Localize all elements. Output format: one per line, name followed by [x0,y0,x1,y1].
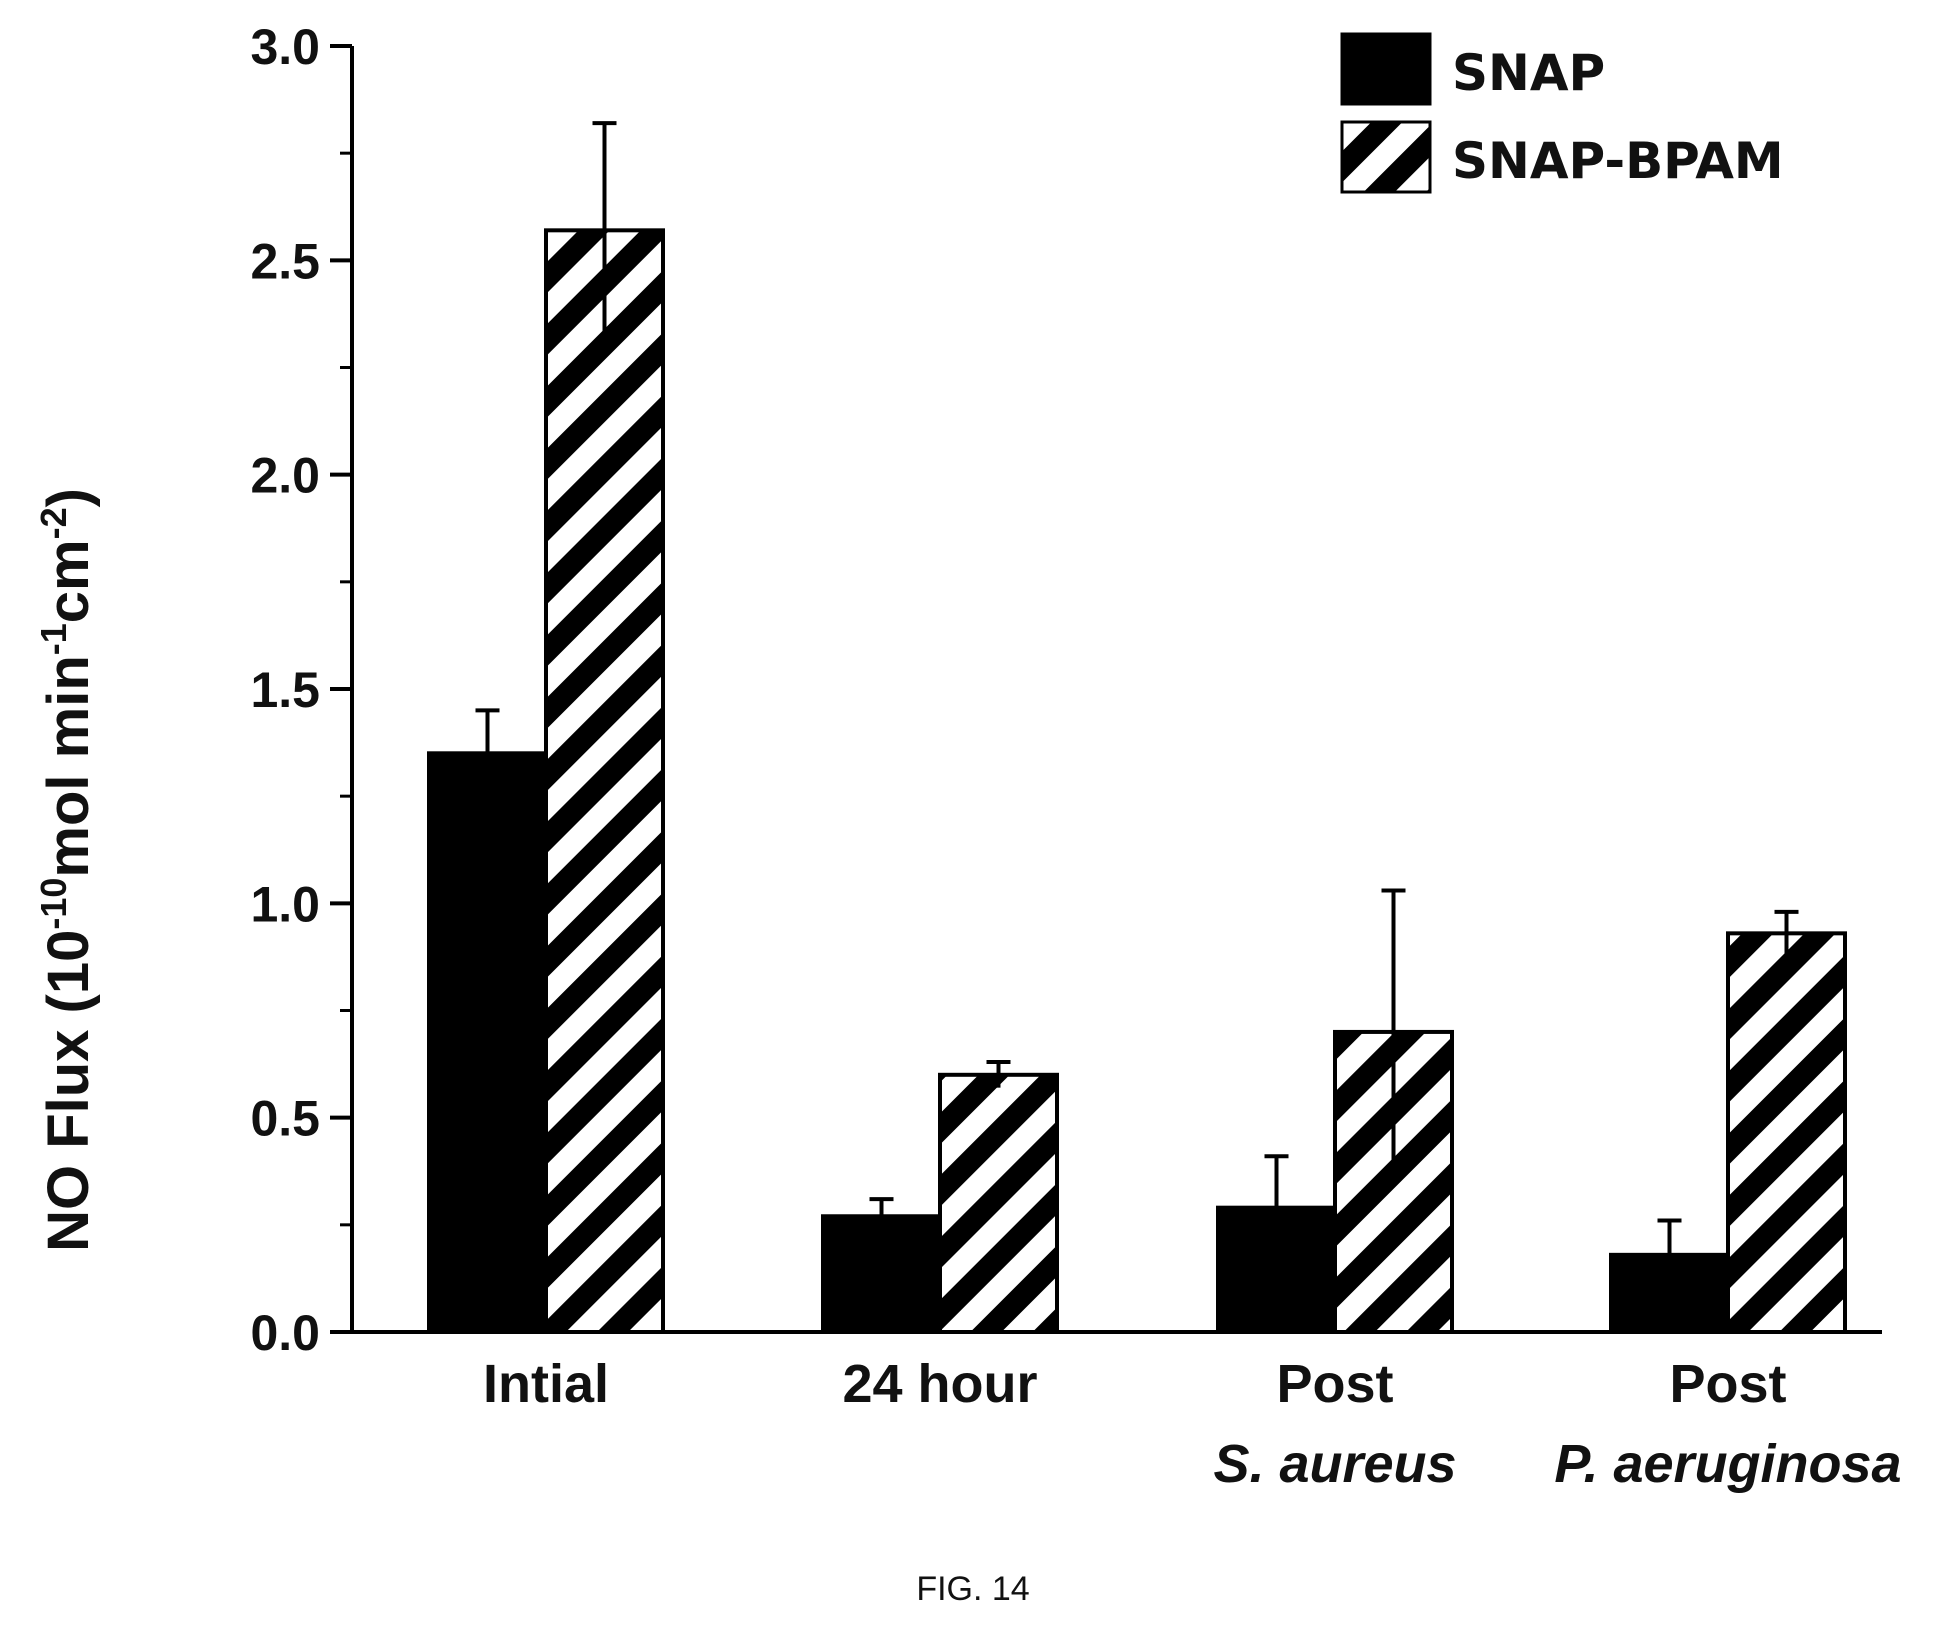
legend-label-snap: SNAP [1452,44,1605,102]
x-category-sublabel: P. aeruginosa [1554,1434,1901,1494]
x-labels-group: Intial 24 hour Post S. aureus Post P. aerugin… [483,1354,1902,1494]
figure-caption: FIG. 14 [916,1570,1029,1608]
y-tick-label: 2.5 [250,233,320,289]
y-tick-label: 0.5 [250,1091,320,1147]
x-category-label: 24 hour [842,1354,1037,1414]
legend-swatch-snap-bpam [1340,120,1432,194]
y-tick-label: 0.0 [250,1305,320,1361]
error-bars-group [475,121,1799,1290]
legend-swatch-snap [1340,32,1432,106]
legend: SNAP SNAP-BPAM [1340,32,1784,194]
y-tick-label: 2.0 [250,448,320,504]
x-category-label: Intial [483,1354,609,1414]
y-tick-label: 1.0 [250,876,320,932]
y-axis-title: NO Flux (10-10mol min-1cm-2) [33,488,101,1252]
bar-snap-bpam-3 [1726,931,1847,1335]
bar-snap-bpam-1 [938,1072,1059,1335]
bar-snap-0 [427,751,548,1334]
legend-label-snap-bpam: SNAP-BPAM [1452,132,1784,190]
y-tick-label: 3.0 [250,19,320,75]
y-tick-label: 1.5 [250,662,320,718]
y-ticks-group: 0.0 0.5 1.0 1.5 2.0 2.5 3.0 [250,19,352,1361]
bar-snap-bpam-0 [544,228,665,1334]
x-category-label: Post [1669,1354,1786,1414]
x-category-sublabel: S. aureus [1213,1434,1456,1494]
x-category-label: Post [1276,1354,1393,1414]
bar-snap-1 [821,1214,942,1335]
bars-group [427,228,1847,1335]
